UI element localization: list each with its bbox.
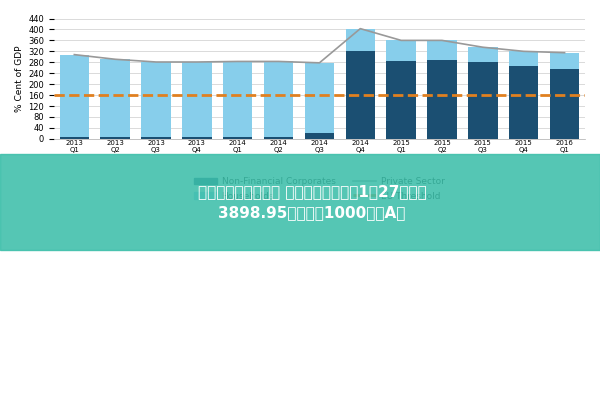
Bar [59, 137, 89, 139]
Bar [509, 51, 538, 66]
Bar [386, 40, 416, 61]
Bar [386, 61, 416, 139]
Bar [142, 62, 171, 137]
Bar [305, 63, 334, 134]
Bar [509, 66, 538, 139]
Bar [59, 55, 89, 137]
Bar [550, 53, 579, 69]
Bar [550, 69, 579, 139]
Bar [346, 51, 375, 139]
Bar [346, 29, 375, 51]
Bar [223, 137, 253, 139]
Bar [468, 47, 497, 62]
Text: 哈尔滨股票配资公司 中国东方航空股份1月27日斥资
3898.95万元回购1000万股A股: 哈尔滨股票配资公司 中国东方航空股份1月27日斥资 3898.95万元回购100… [197, 184, 427, 220]
Bar [427, 60, 457, 139]
Bar [100, 137, 130, 139]
Bar [468, 62, 497, 139]
Bar [305, 134, 334, 139]
Bar [264, 137, 293, 139]
Bar [142, 137, 171, 139]
Legend: Non-Financial Corporates, Households, Private Sector, EU Threshold: Non-Financial Corporates, Households, Pr… [191, 174, 448, 204]
Bar [182, 137, 212, 139]
Bar [223, 62, 253, 137]
Bar [100, 59, 130, 137]
Bar [264, 62, 293, 137]
Bar [427, 40, 457, 60]
Y-axis label: % Cent of GDP: % Cent of GDP [15, 46, 24, 112]
Bar [182, 62, 212, 137]
